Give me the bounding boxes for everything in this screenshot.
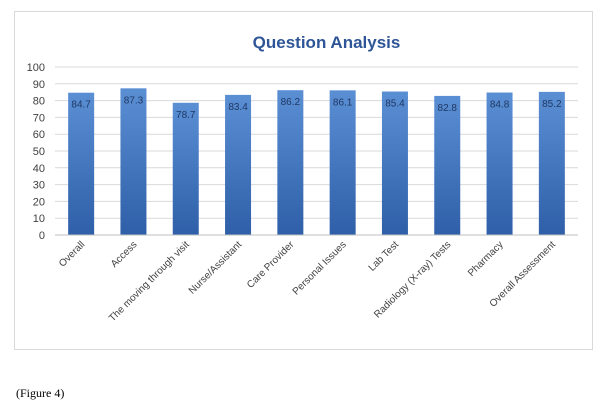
y-tick-label: 80	[33, 96, 45, 108]
data-label: 82.8	[438, 103, 458, 114]
figure-caption: (Figure 4)	[16, 386, 65, 400]
x-tick-label: Care Provider	[245, 239, 297, 291]
data-label: 86.1	[333, 97, 353, 108]
y-tick-label: 0	[39, 230, 45, 242]
bar	[120, 88, 147, 235]
y-tick-label: 30	[33, 180, 45, 192]
bar	[172, 102, 199, 235]
chart-frame: Question Analysis 0 10 20 30 40 50 60 70 80 90 100 8…	[14, 11, 593, 350]
bar	[434, 95, 461, 236]
bar	[68, 92, 95, 235]
x-tick-label: Overall	[57, 239, 87, 269]
bar-chart: Question Analysis 0 10 20 30 40 50 60 70 80 90 100 8…	[27, 33, 578, 324]
data-label: 83.4	[228, 102, 248, 113]
y-tick-label: 10	[33, 213, 45, 225]
bar	[538, 91, 565, 235]
x-tick-label: Personal Issues	[291, 239, 349, 297]
data-label: 85.4	[385, 99, 405, 110]
bar	[277, 90, 304, 236]
y-tick-label: 60	[33, 129, 45, 141]
y-tick-label: 100	[27, 62, 45, 74]
data-label: 78.7	[176, 110, 196, 121]
data-label: 86.2	[281, 97, 301, 108]
y-tick-label: 50	[33, 146, 45, 158]
chart-title: Question Analysis	[253, 33, 401, 52]
bar	[329, 90, 356, 236]
x-tick-label: Nurse/Assistant	[187, 239, 244, 296]
data-label: 87.3	[124, 95, 144, 106]
y-tick-label: 90	[33, 79, 45, 91]
x-tick-label: Access	[109, 239, 140, 270]
bar	[381, 91, 408, 235]
data-label: 84.8	[490, 100, 510, 111]
bar	[225, 94, 252, 235]
x-tick-label: Pharmacy	[466, 239, 506, 279]
bar	[486, 92, 513, 235]
y-tick-label: 40	[33, 163, 45, 175]
x-tick-label: Lab Test	[367, 239, 402, 274]
y-tick-label: 70	[33, 112, 45, 124]
data-label: 84.7	[71, 100, 91, 111]
data-label: 85.2	[542, 99, 562, 110]
y-tick-label: 20	[33, 196, 45, 208]
